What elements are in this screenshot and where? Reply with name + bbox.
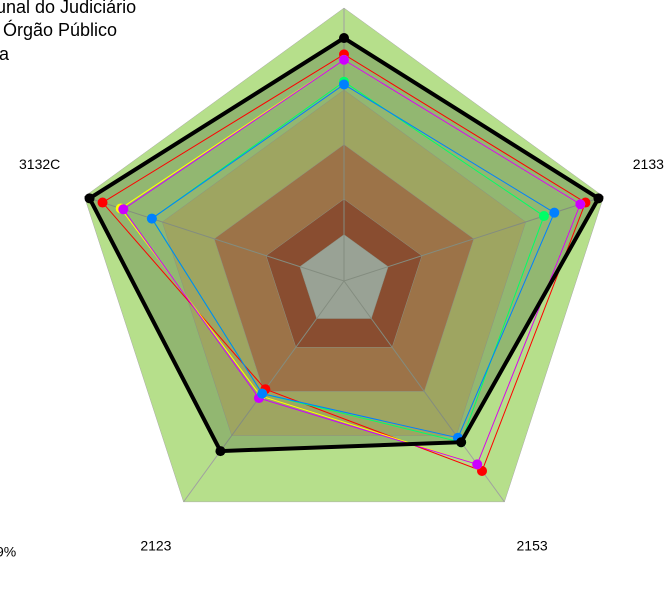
series-point — [339, 33, 349, 44]
series-point — [456, 437, 467, 448]
series-point — [97, 197, 108, 208]
axis-label: 2133 — [633, 156, 664, 172]
spoke — [343, 196, 604, 282]
series-point — [215, 446, 226, 457]
series-point — [593, 193, 604, 204]
series-line — [122, 59, 581, 465]
series-line — [86, 35, 602, 454]
series-point — [118, 204, 129, 215]
series-point — [84, 193, 95, 204]
legend-text: Órgão Público — [3, 19, 117, 40]
series-point — [146, 213, 157, 224]
series-point — [339, 79, 349, 90]
axis-label: 2153 — [517, 538, 548, 554]
legend-text: ta — [0, 44, 10, 64]
legend-text: 9% — [0, 544, 16, 560]
axis-label: 3132C — [19, 156, 60, 172]
series-area — [89, 38, 599, 452]
legend-text: unal do Judiciário — [0, 0, 136, 17]
series-point — [339, 54, 349, 65]
axis-label: 2123 — [140, 538, 171, 554]
series-point — [472, 459, 483, 470]
series-point — [575, 199, 586, 210]
series-point — [257, 388, 268, 399]
series-line — [101, 53, 587, 472]
series-point — [549, 207, 560, 218]
series-line — [151, 83, 555, 439]
series-point — [538, 211, 549, 222]
